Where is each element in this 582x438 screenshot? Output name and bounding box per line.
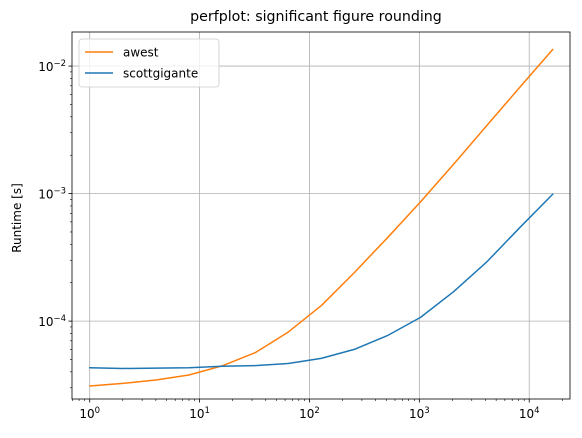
- plot-frame: [71, 31, 571, 400]
- series-lines: [88, 48, 554, 387]
- x-tick-label: 104: [519, 406, 540, 421]
- y-axis-label: Runtime [s]: [10, 183, 24, 253]
- legend: awest scottgigante: [78, 38, 220, 88]
- y-axis-ticks: 10−4 10−3 10−2: [38, 59, 72, 389]
- x-tick-label: 103: [409, 406, 430, 421]
- legend-box: [78, 38, 220, 88]
- x-axis-ticks: 100 101 102 103 104: [72, 399, 563, 421]
- y-tick-label: 10−3: [38, 187, 66, 202]
- x-tick-label: 100: [79, 406, 100, 421]
- legend-label-scottgigante: scottgigante: [123, 67, 198, 81]
- legend-label-awest: awest: [123, 46, 159, 60]
- x-tick-label: 101: [189, 406, 210, 421]
- chart-title: perfplot: significant figure rounding: [190, 9, 442, 25]
- series-line-awest: [88, 48, 554, 387]
- x-tick-label: 102: [299, 406, 320, 421]
- series-line-scottgigante: [88, 193, 554, 370]
- y-tick-label: 10−2: [38, 59, 66, 74]
- y-tick-label: 10−4: [38, 314, 66, 329]
